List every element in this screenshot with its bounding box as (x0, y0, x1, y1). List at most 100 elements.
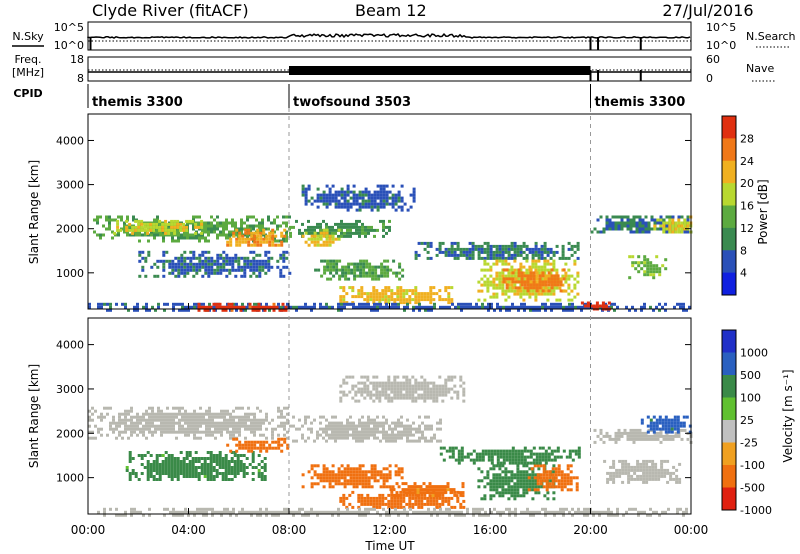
data-cell (549, 247, 553, 251)
data-cell (345, 292, 349, 296)
data-cell (361, 479, 365, 483)
data-cell (328, 225, 331, 229)
data-cell (240, 227, 243, 231)
data-cell (367, 427, 370, 431)
data-cell (447, 253, 451, 257)
data-cell (450, 301, 454, 305)
data-cell (133, 305, 136, 309)
data-cell (645, 480, 649, 484)
data-cell (646, 261, 650, 265)
data-cell (136, 415, 139, 419)
data-cell (220, 427, 223, 431)
data-cell (372, 286, 376, 290)
data-cell (204, 227, 207, 231)
data-cell (414, 253, 418, 257)
data-cell (348, 493, 352, 497)
data-cell (211, 510, 214, 514)
data-cell (447, 378, 451, 382)
data-cell (279, 253, 283, 257)
data-cell (514, 461, 518, 465)
data-cell (228, 271, 232, 275)
data-cell (542, 479, 546, 483)
data-cell (361, 231, 364, 235)
data-cell (340, 190, 344, 194)
data-cell (522, 473, 526, 477)
data-cell (495, 271, 499, 275)
data-cell (173, 466, 177, 469)
data-cell (115, 424, 118, 428)
data-cell (403, 433, 406, 437)
data-cell (241, 443, 245, 447)
data-cell (372, 384, 376, 388)
data-cell (126, 233, 129, 237)
data-cell (313, 470, 317, 474)
data-cell (140, 472, 144, 475)
data-cell (382, 234, 385, 238)
data-cell (472, 461, 476, 465)
data-cell (206, 308, 210, 312)
data-cell (531, 253, 535, 257)
data-cell (397, 305, 400, 309)
data-cell (319, 427, 322, 431)
data-cell (238, 406, 241, 410)
data-cell (520, 452, 524, 456)
data-cell (195, 215, 198, 219)
data-cell (189, 268, 193, 272)
data-cell (204, 230, 207, 234)
data-cell (423, 384, 427, 388)
data-cell (253, 243, 257, 247)
data-cell (651, 459, 655, 463)
data-cell (552, 259, 556, 263)
data-cell (456, 499, 460, 503)
data-cell (246, 215, 249, 219)
data-cell (347, 265, 351, 269)
data-cell (334, 228, 337, 232)
data-cell (514, 455, 518, 459)
data-cell (406, 433, 409, 437)
data-cell (340, 225, 343, 229)
data-cell (363, 292, 367, 296)
data-cell (173, 225, 177, 229)
data-cell (381, 289, 385, 293)
data-cell (516, 476, 520, 480)
data-cell (405, 393, 409, 397)
data-cell (352, 302, 355, 306)
data-cell (271, 440, 275, 444)
data-cell (238, 427, 241, 431)
data-cell (542, 467, 546, 471)
freq-frame (87, 56, 692, 82)
data-cell (646, 258, 650, 262)
data-cell (575, 485, 579, 489)
data-cell (460, 455, 464, 459)
data-cell (358, 476, 362, 480)
cpid-label: CPID (13, 87, 42, 100)
data-cell (399, 381, 403, 385)
data-cell (510, 253, 514, 257)
data-cell (204, 268, 208, 272)
data-cell (153, 233, 156, 237)
data-cell (340, 430, 343, 434)
data-cell (434, 494, 438, 498)
data-cell (532, 461, 536, 465)
data-cell (564, 256, 568, 260)
data-cell (147, 253, 151, 257)
data-cell (187, 433, 190, 437)
data-cell (522, 464, 526, 468)
data-cell (356, 274, 360, 278)
data-cell (421, 305, 424, 309)
data-cell (397, 190, 401, 194)
data-cell (155, 460, 159, 463)
data-cell (513, 250, 517, 254)
data-cell (507, 283, 511, 287)
data-cell (598, 304, 602, 308)
data-cell (163, 424, 166, 428)
data-cell (429, 244, 433, 248)
data-cell (264, 259, 268, 263)
data-cell (422, 488, 426, 492)
data-cell (301, 187, 305, 191)
data-cell (172, 308, 175, 312)
data-cell (310, 228, 313, 232)
data-cell (112, 415, 115, 419)
data-cell (544, 277, 548, 281)
data-cell (537, 485, 541, 489)
